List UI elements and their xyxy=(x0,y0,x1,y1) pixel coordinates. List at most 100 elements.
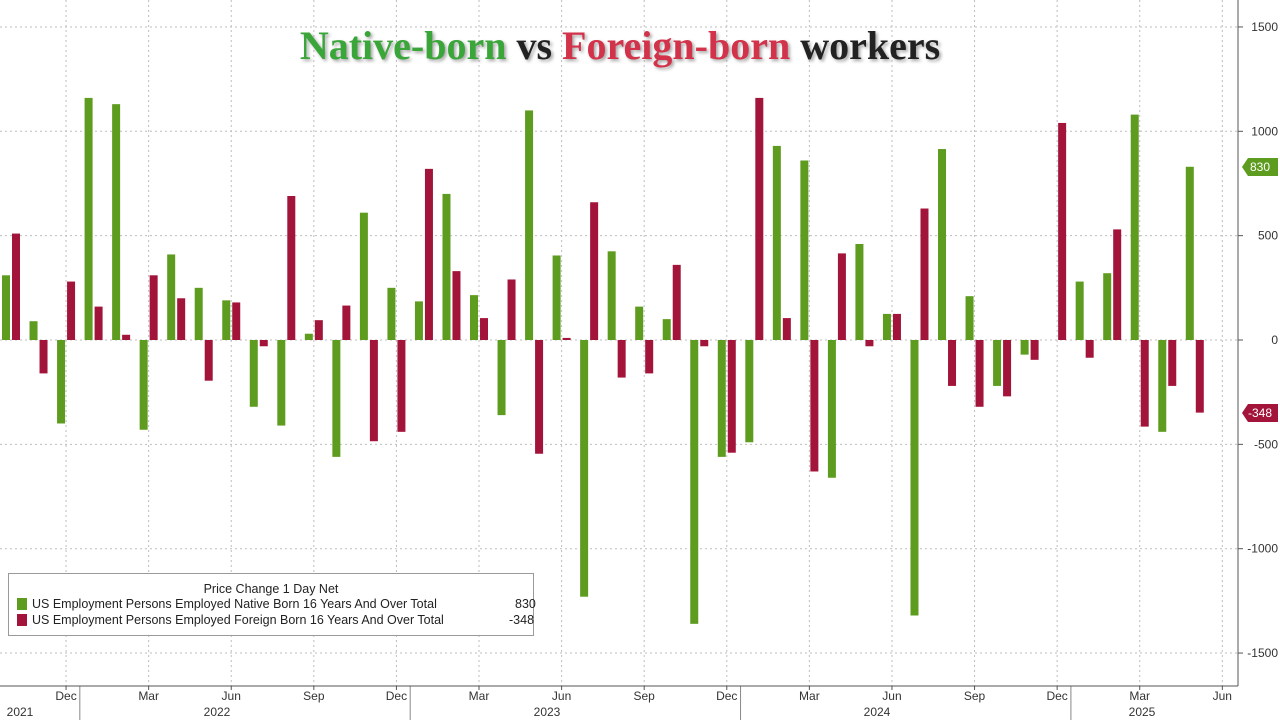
bar-native-born xyxy=(167,254,176,340)
y-tick-label: -1500 xyxy=(1247,646,1278,660)
bar-foreign-born xyxy=(1058,122,1067,341)
bar-foreign-born xyxy=(397,340,406,432)
bar-foreign-born xyxy=(562,337,571,340)
y-tick-label: 1000 xyxy=(1251,124,1278,138)
bar-foreign-born xyxy=(810,340,819,472)
bar-native-born xyxy=(1130,114,1139,340)
bar-native-born xyxy=(277,340,286,426)
bar-foreign-born xyxy=(535,340,544,454)
legend: Price Change 1 Day Net US Employment Per… xyxy=(8,573,536,636)
bar-native-born xyxy=(690,340,699,624)
legend-item-native: US Employment Persons Employed Native Bo… xyxy=(17,596,536,612)
bar-native-born xyxy=(965,296,974,340)
bar-native-born xyxy=(745,340,754,443)
bar-native-born xyxy=(414,301,423,340)
bar-native-born xyxy=(442,193,451,340)
x-tick-label: Jun xyxy=(882,689,901,703)
bar-foreign-born xyxy=(782,318,791,340)
bar-foreign-born xyxy=(480,318,489,340)
last-value-tag-foreign: -348 xyxy=(1242,404,1278,422)
bar-native-born xyxy=(470,295,479,340)
bar-foreign-born xyxy=(1113,229,1122,340)
bar-native-born xyxy=(2,275,10,340)
x-tick-label: Sep xyxy=(964,689,986,703)
bar-foreign-born xyxy=(727,340,736,453)
bar-native-born xyxy=(552,255,561,340)
bar-native-born xyxy=(910,340,919,616)
bar-native-born xyxy=(1158,340,1167,432)
bar-native-born xyxy=(304,333,313,340)
legend-swatch-foreign xyxy=(17,614,27,626)
bar-foreign-born xyxy=(1168,340,1177,386)
bar-native-born xyxy=(800,160,809,340)
bar-native-born xyxy=(57,340,66,424)
x-tick-label: Dec xyxy=(55,689,76,703)
bar-foreign-born xyxy=(837,253,846,340)
bar-foreign-born xyxy=(1140,340,1149,427)
bar-native-born xyxy=(332,340,341,457)
bar-native-born xyxy=(993,340,1002,386)
last-value-tag-native: 830 xyxy=(1242,158,1278,176)
bar-foreign-born xyxy=(177,298,186,340)
bar-foreign-born xyxy=(645,340,654,374)
legend-item-foreign: US Employment Persons Employed Foreign B… xyxy=(17,612,535,628)
bar-native-born xyxy=(29,321,38,340)
title-native: Native-born xyxy=(299,23,507,68)
bar-native-born xyxy=(222,300,231,340)
bar-foreign-born xyxy=(892,313,901,340)
legend-header: Price Change 1 Day Net xyxy=(203,582,339,596)
x-tick-label: Dec xyxy=(386,689,407,703)
bar-native-born xyxy=(1075,281,1084,340)
bar-native-born xyxy=(359,212,368,340)
bar-native-born xyxy=(662,319,671,340)
bar-native-born xyxy=(827,340,836,478)
bar-native-born xyxy=(1020,340,1029,355)
bar-foreign-born xyxy=(507,279,516,340)
bar-foreign-born xyxy=(865,340,874,347)
x-tick-label: Mar xyxy=(1129,689,1150,703)
bar-foreign-born xyxy=(232,302,241,340)
bar-foreign-born xyxy=(975,340,984,407)
y-tick-label: 0 xyxy=(1271,333,1278,347)
legend-label-native: US Employment Persons Employed Native Bo… xyxy=(32,597,437,611)
bar-foreign-born xyxy=(314,320,323,340)
bar-foreign-born xyxy=(342,305,351,340)
bar-foreign-born xyxy=(122,334,131,340)
bar-foreign-born xyxy=(369,340,378,442)
bar-foreign-born xyxy=(672,264,681,340)
x-tick-label: Mar xyxy=(138,689,159,703)
x-year-label: 2025 xyxy=(1129,705,1156,719)
bar-native-born xyxy=(112,104,121,340)
bar-foreign-born xyxy=(39,340,48,374)
bar-native-born xyxy=(1103,273,1112,340)
bar-foreign-born xyxy=(67,281,76,340)
bar-foreign-born xyxy=(1030,340,1039,360)
bar-foreign-born xyxy=(1085,340,1094,358)
bar-native-born xyxy=(1185,166,1194,340)
bar-native-born xyxy=(497,340,506,416)
y-tick-label: -1000 xyxy=(1247,542,1278,556)
bar-native-born xyxy=(855,243,864,340)
bar-foreign-born xyxy=(452,271,461,340)
legend-value-foreign: -348 xyxy=(509,613,535,627)
bar-foreign-born xyxy=(1195,340,1204,413)
chart-title: Native-born vs Foreign-born workers xyxy=(0,22,1240,69)
x-year-label: 2021 xyxy=(7,705,34,719)
x-year-label: 2022 xyxy=(204,705,231,719)
bar-native-born xyxy=(580,340,589,597)
bar-foreign-born xyxy=(755,97,764,341)
bar-foreign-born xyxy=(94,306,103,340)
x-tick-label: Sep xyxy=(303,689,325,703)
x-tick-label: Dec xyxy=(716,689,737,703)
y-tick-label: 500 xyxy=(1258,229,1278,243)
legend-label-foreign: US Employment Persons Employed Foreign B… xyxy=(32,613,444,627)
bar-native-born xyxy=(717,340,726,457)
x-year-label: 2024 xyxy=(864,705,891,719)
x-tick-label: Jun xyxy=(222,689,241,703)
bar-native-born xyxy=(635,306,644,340)
y-tick-label: 1500 xyxy=(1251,20,1278,34)
x-tick-label: Jun xyxy=(552,689,571,703)
y-tick-label: -500 xyxy=(1254,437,1278,451)
title-vs: vs xyxy=(506,23,563,68)
